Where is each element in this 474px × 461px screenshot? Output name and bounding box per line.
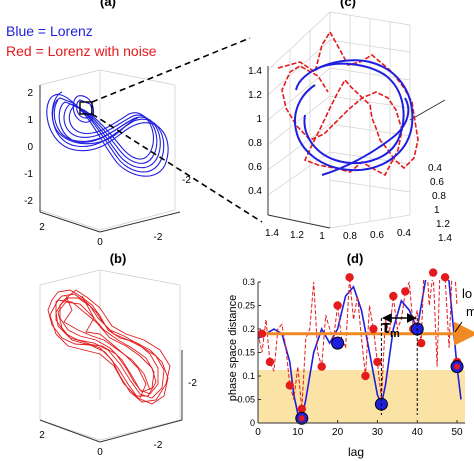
zoom-red-trajectory	[277, 30, 419, 177]
x-tick-label: 10	[292, 427, 304, 438]
x-tick-label: 30	[372, 427, 384, 438]
chart-axes: 0 0.05 0.1 0.15 0.2 0.25 0.3 0 10 20 30 40 50	[237, 277, 465, 438]
panel-label-d: (d)	[347, 251, 364, 266]
a-ztick-2: 0	[27, 142, 33, 153]
red-marker	[401, 287, 410, 296]
zoom-line-top	[91, 37, 251, 103]
y-tick-label: 0.2	[242, 324, 255, 334]
c-ytick-4: 1.2	[436, 219, 450, 230]
c-ytick-2: 0.8	[432, 191, 446, 202]
legend-red: Red = Lorenz with noise	[6, 43, 157, 59]
b-xtick-0: 2	[39, 430, 45, 441]
c-ztick-3: 0.8	[248, 138, 262, 149]
red-marker	[265, 357, 275, 367]
panel-b: -2 2 0 -2	[39, 269, 197, 458]
red-marker	[333, 301, 342, 310]
y-tick-label: 0.15	[237, 348, 255, 358]
c-xtick-5: 0.4	[397, 228, 411, 239]
callout-arrow	[454, 321, 463, 333]
c-ztick-4: 0.6	[248, 162, 262, 173]
red-marker	[285, 381, 295, 390]
panel-b-box	[39, 269, 181, 441]
y-tick-label: 0.1	[242, 371, 255, 381]
c-ztick-1: 1.2	[248, 90, 262, 101]
c-xtick-0: 1.4	[265, 228, 279, 239]
y-tick-label: 0	[250, 418, 255, 428]
red-marker	[317, 362, 326, 371]
x-tick-label: 20	[332, 427, 344, 438]
red-marker	[257, 329, 267, 338]
c-ytick-3: 1	[434, 205, 440, 216]
c-ytick-5: 1.4	[438, 233, 452, 244]
b-xtick-2: -2	[154, 440, 163, 451]
attractor-red	[47, 289, 171, 405]
red-marker	[297, 404, 306, 414]
red-marker	[369, 324, 378, 334]
red-marker	[417, 338, 426, 348]
red-marker	[373, 357, 382, 367]
ylabel: phase space distance	[227, 295, 239, 401]
panel-d: 0 0.05 0.1 0.15 0.2 0.25 0.3 0 10 20 30 40 50 phase …	[227, 268, 474, 459]
panel-label-a: (a)	[100, 0, 116, 9]
c-ztick-5: 0.4	[248, 186, 262, 197]
x-tick-label: 0	[255, 427, 261, 438]
blue-marker-inner	[454, 363, 461, 370]
tau-label: τm	[382, 317, 400, 340]
tau-subscript: m	[390, 328, 400, 340]
c-xtick-2: 1	[319, 231, 325, 242]
panel-c-axes	[267, 66, 446, 229]
c-xtick-4: 0.6	[370, 230, 384, 241]
c-ytick-0: 0.4	[428, 163, 442, 174]
chart-marks	[257, 268, 474, 425]
y-tick-label: 0.05	[237, 395, 255, 405]
xlabel: lag	[348, 445, 364, 459]
x-tick-label: 40	[412, 427, 424, 438]
panel-b-axes	[39, 350, 183, 443]
panel-label-c: (c)	[340, 0, 356, 9]
a-ztick-0: 2	[27, 88, 33, 99]
a-ytick-0: -2	[182, 175, 191, 186]
red-marker	[361, 371, 370, 381]
blue-marker	[331, 336, 345, 350]
b-xtick-1: 0	[97, 447, 103, 458]
a-ztick-3: -1	[24, 169, 33, 180]
blue-marker-inner	[298, 415, 305, 422]
legend-blue: Blue = Lorenz	[6, 23, 93, 39]
red-marker	[389, 291, 398, 301]
c-xtick-3: 0.8	[343, 231, 357, 242]
c-ztick-2: 1	[256, 114, 262, 125]
panel-a-axes	[39, 85, 181, 233]
red-marker	[440, 273, 450, 282]
panel-c-box	[267, 11, 411, 229]
x-tick-label: 50	[451, 427, 463, 438]
panel-label-b: (b)	[110, 251, 127, 266]
y-tick-label: 0.3	[242, 277, 255, 287]
a-ztick-1: 1	[27, 115, 33, 126]
callout-line-2: m	[466, 304, 474, 319]
c-xtick-1: 1.2	[290, 230, 304, 241]
b-ytick-0: -2	[188, 378, 197, 389]
c-ztick-0: 1.4	[248, 66, 262, 77]
zoom-box	[79, 101, 93, 115]
panel-a: 2 1 0 -1 -2 2 0 -2 -2	[24, 37, 263, 248]
zoom-line-bottom	[91, 113, 263, 223]
y-tick-label: 0.25	[237, 301, 255, 311]
callout-line-1: lo	[462, 286, 472, 301]
zoom-blue-trajectory	[294, 59, 414, 176]
red-marker	[345, 273, 354, 282]
a-xtick-2: -2	[154, 232, 163, 243]
red-marker	[428, 268, 438, 277]
tau-symbol: τ	[382, 317, 390, 337]
a-xtick-1: 0	[97, 237, 103, 248]
attractor-blue	[46, 91, 169, 177]
a-ztick-4: -2	[24, 196, 33, 207]
a-xtick-0: 2	[39, 222, 45, 233]
c-ytick-1: 0.6	[430, 177, 444, 188]
panel-c: 1.4 1.2 1 0.8 0.6 0.4 1.4 1.2 1 0.8 0.6 …	[248, 11, 452, 244]
